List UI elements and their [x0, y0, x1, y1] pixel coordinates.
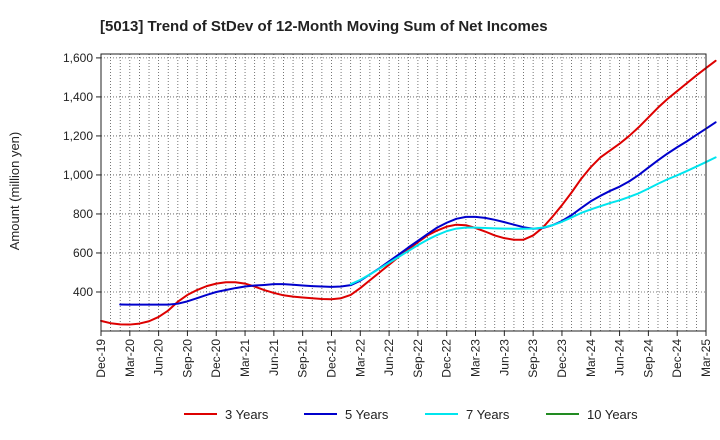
series-line-3-years: [100, 59, 717, 326]
x-tick-label: Dec-23: [555, 339, 569, 378]
x-tick-label: Jun-21: [267, 339, 281, 376]
y-tick-label: 600: [73, 246, 93, 260]
legend: 3 Years 5 Years 7 Years 10 Years: [184, 407, 638, 422]
y-tick-label: 800: [73, 207, 93, 221]
x-tick-label: Mar-22: [353, 339, 367, 377]
y-tick-label: 1,600: [63, 51, 93, 65]
x-tick-label: Sep-23: [526, 339, 540, 378]
x-tick-label: Jun-24: [613, 339, 627, 376]
x-tick-label: Sep-20: [180, 339, 194, 378]
x-tick-label: Mar-23: [469, 339, 483, 377]
x-tick-label: Sep-21: [296, 339, 310, 378]
y-tick-label: 1,200: [63, 129, 93, 143]
x-tick-label: Dec-24: [670, 339, 684, 378]
x-tick-label: Mar-20: [123, 339, 137, 377]
x-tick-label: Mar-24: [584, 339, 598, 377]
x-tick-label: Sep-24: [641, 339, 655, 378]
legend-label: 7 Years: [466, 407, 510, 422]
y-tick-label: 400: [73, 285, 93, 299]
x-tick-label: Dec-20: [209, 339, 223, 378]
x-tick-label: Dec-21: [324, 339, 338, 378]
legend-label: 10 Years: [587, 407, 638, 422]
x-ticks: Dec-19 Mar-20 Jun-20 Sep-20 Dec-20 Mar-21 Jun-…: [94, 331, 713, 378]
plot-lines: [100, 59, 717, 326]
legend-label: 3 Years: [225, 407, 269, 422]
series-line-7-years: [349, 156, 717, 286]
y-tick-label: 1,000: [63, 168, 93, 182]
x-tick-label: Jun-20: [152, 339, 166, 376]
y-ticks: 400 600 800 1,000 1,200 1,400 1,600: [63, 51, 101, 299]
y-tick-label: 1,400: [63, 90, 93, 104]
chart-title: [5013] Trend of StDev of 12-Month Moving…: [100, 18, 548, 35]
x-tick-label: Jun-22: [382, 339, 396, 376]
grid: [101, 54, 706, 331]
x-tick-label: Sep-22: [411, 339, 425, 378]
plot-frame: [100, 53, 707, 332]
x-tick-label: Mar-21: [238, 339, 252, 377]
x-tick-label: Mar-25: [699, 339, 713, 377]
y-axis-label: Amount (million yen): [7, 132, 22, 251]
x-tick-label: Dec-22: [440, 339, 454, 378]
x-tick-label: Dec-19: [94, 339, 108, 378]
legend-label: 5 Years: [345, 407, 389, 422]
series-line-5-years: [119, 121, 717, 306]
x-tick-label: Jun-23: [497, 339, 511, 376]
